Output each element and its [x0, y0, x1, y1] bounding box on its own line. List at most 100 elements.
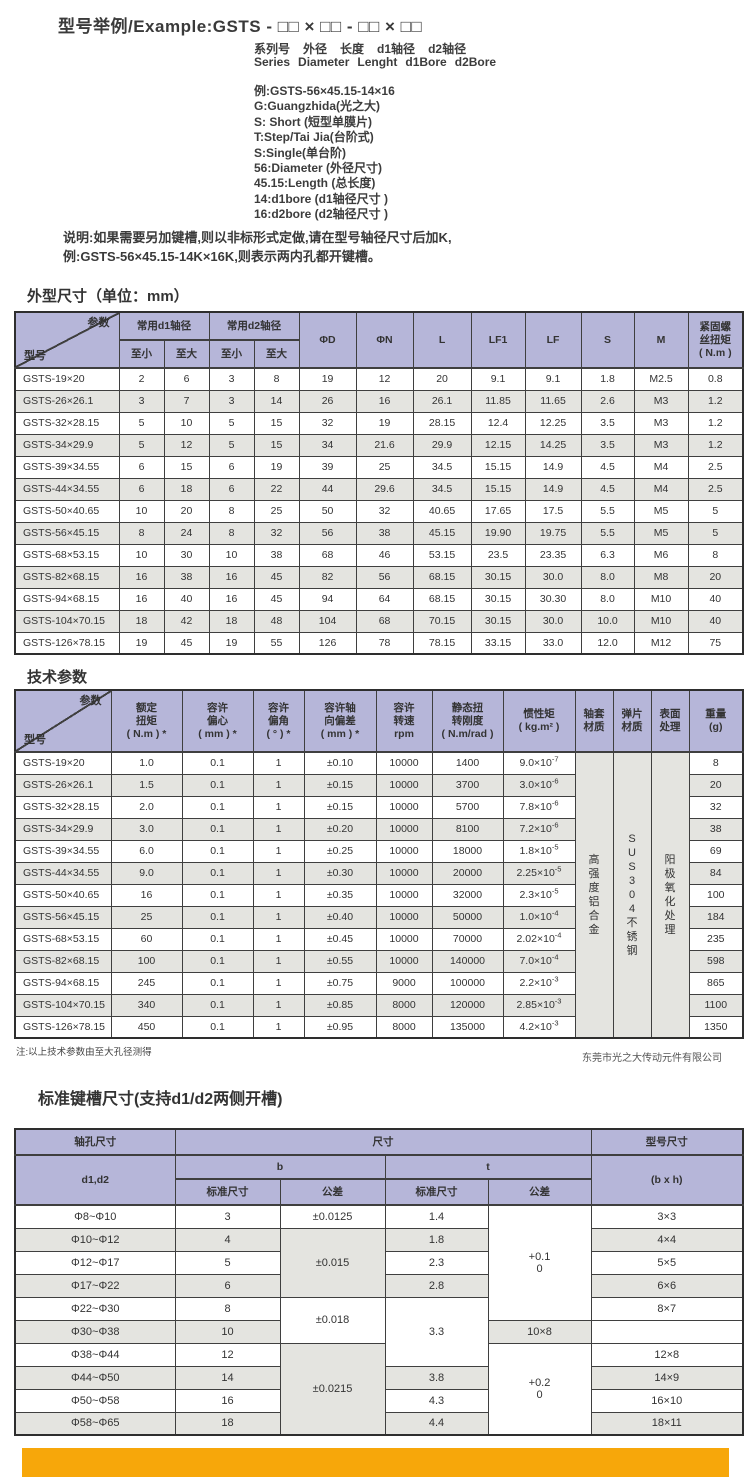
remark-line-1: 说明:如果需要另加键槽,则以非标形式定做,请在型号轴径尺寸后加K, — [63, 230, 452, 245]
inertia-cell: 2.25×10-5 — [502, 861, 576, 885]
value-cell: 2.5 — [687, 455, 744, 479]
keyway-remark: 说明:如果需要另加键槽,则以非标形式定做,请在型号轴径尺寸后加K, 例:GSTS… — [63, 228, 452, 266]
label-d2bore-cn: d2轴径 — [428, 42, 467, 56]
model-cell: GSTS-26×26.1 — [14, 389, 120, 413]
model-notes-list: 例:GSTS-56×45.15-14×16 G:Guangzhida(光之大) S:… — [254, 84, 395, 223]
bxh-cell: 12×8 — [590, 1342, 744, 1367]
rated-torque-cell: 1.5 — [110, 773, 183, 797]
angular-header: 容许 偏角( ° ) * — [252, 689, 305, 753]
angular-cell: 1 — [252, 927, 305, 951]
weight-cell: 32 — [688, 795, 744, 819]
weight-cell: 598 — [688, 949, 744, 973]
eccentricity-cell: 0.1 — [181, 949, 254, 973]
col-header-LF1: LF1 — [470, 311, 526, 369]
eccentricity-cell: 0.1 — [181, 993, 254, 1017]
value-cell: 9.1 — [470, 367, 526, 391]
value-cell: 10 — [208, 543, 255, 567]
bxh-cell: 6×6 — [590, 1273, 744, 1298]
keyway-table-row: Φ58~Φ65 18 4.4 18×11 — [14, 1411, 744, 1436]
value-cell: 78 — [355, 631, 414, 655]
keyway-table-row: Φ17~Φ22 6 2.8 6×6 — [14, 1273, 744, 1298]
value-cell: M3 — [633, 411, 689, 435]
value-cell: 6 — [208, 455, 255, 479]
value-cell: 70.15 — [412, 609, 472, 633]
value-cell: 78.15 — [412, 631, 472, 655]
bore-range-cell: Φ38~Φ44 — [14, 1342, 176, 1367]
angular-cell: 1 — [252, 751, 305, 775]
axial-deviation-cell: ±0.40 — [303, 905, 377, 929]
dims-table-row: GSTS-126×78.15 19 45 19 55 126 78 78.15 33.15 33.… — [14, 631, 744, 655]
model-cell: GSTS-44×34.55 — [14, 861, 112, 885]
value-cell: 1.8 — [580, 367, 635, 391]
value-cell: 30.15 — [470, 565, 526, 589]
value-cell: 38 — [253, 543, 300, 567]
b-standard-header: 标准尺寸 — [174, 1178, 281, 1206]
keyway-table-row: Φ12~Φ17 5 2.3 5×5 — [14, 1250, 744, 1275]
col-header-phiN: ΦN — [355, 311, 414, 369]
value-cell: 16 — [355, 389, 414, 413]
value-cell: M6 — [633, 543, 689, 567]
dimensions-table: 参数 型号 常用d1轴径 常用d2轴径 ΦD ΦN L LF1 LF S M 紧… — [14, 311, 745, 655]
t-standard-cell: 4.3 — [384, 1388, 489, 1413]
value-cell: M2.5 — [633, 367, 689, 391]
t-standard-header: 标准尺寸 — [384, 1178, 489, 1206]
value-cell: 12.4 — [470, 411, 526, 435]
angular-cell: 1 — [252, 795, 305, 819]
b-standard-cell: 18 — [174, 1411, 281, 1436]
dims-table-row: GSTS-34×29.9 5 12 5 15 34 21.6 29.9 12.15 14.25 3.… — [14, 433, 744, 457]
screw-torque-header: 紧固螺 丝扭矩( N.m ) — [687, 311, 744, 369]
tech-table-row: GSTS-104×70.15 340 0.1 1 ±0.85 8000 120000 2.85… — [14, 993, 744, 1017]
value-cell: 34.5 — [412, 477, 472, 501]
value-cell: 18 — [163, 477, 210, 501]
bore-range-cell: Φ44~Φ50 — [14, 1365, 176, 1390]
value-cell: 15.15 — [470, 455, 526, 479]
d2-max-header: 至大 — [253, 339, 300, 369]
value-cell: 5 — [208, 433, 255, 457]
disc-material-header: 弹片 材质 — [612, 689, 652, 753]
value-cell: 30.0 — [524, 565, 582, 589]
max-rpm-cell: 10000 — [375, 839, 433, 863]
model-size-header: 型号尺寸 — [590, 1128, 744, 1156]
value-cell: 17.65 — [470, 499, 526, 523]
value-cell: 14.25 — [524, 433, 582, 457]
value-cell: 32 — [298, 411, 357, 435]
value-cell: 75 — [687, 631, 744, 655]
tech-table-row: GSTS-32×28.15 2.0 0.1 1 ±0.15 10000 5700 7.8×10… — [14, 795, 744, 819]
stiffness-cell: 120000 — [431, 993, 504, 1017]
bore-range-cell: Φ10~Φ12 — [14, 1227, 176, 1252]
keyway-table: 轴孔尺寸 尺寸 型号尺寸 d1,d2 b t (b x h) 标准尺寸 公差 标… — [14, 1128, 744, 1436]
value-cell: M12 — [633, 631, 689, 655]
dims-table-row: GSTS-19×20 2 6 3 8 19 12 20 9.1 9.1 1.8 M2.5 0.8 — [14, 367, 744, 391]
value-cell: 33.0 — [524, 631, 582, 655]
axial-deviation-cell: ±0.20 — [303, 817, 377, 841]
col-header-L: L — [412, 311, 472, 369]
value-cell: 38 — [163, 565, 210, 589]
t-standard-cell: 2.8 — [384, 1273, 489, 1298]
eccentricity-cell: 0.1 — [181, 795, 254, 819]
bore-range-cell: Φ50~Φ58 — [14, 1388, 176, 1413]
value-cell: 29.6 — [355, 477, 414, 501]
value-cell: 30.15 — [470, 587, 526, 611]
value-cell: 30.0 — [524, 609, 582, 633]
model-cell: GSTS-34×29.9 — [14, 817, 112, 841]
tech-table-row: GSTS-94×68.15 245 0.1 1 ±0.75 9000 100000 2.2×1… — [14, 971, 744, 995]
model-cell: GSTS-126×78.15 — [14, 1015, 112, 1039]
model-cell: GSTS-32×28.15 — [14, 411, 120, 435]
max-rpm-cell: 9000 — [375, 971, 433, 995]
size-group-header: 尺寸 — [174, 1128, 592, 1156]
b-standard-cell: 14 — [174, 1365, 281, 1390]
eccentricity-cell: 0.1 — [181, 817, 254, 841]
value-cell: 1.2 — [687, 433, 744, 457]
corner-model-label: 型号 — [24, 734, 46, 746]
bore-range-cell: Φ58~Φ65 — [14, 1411, 176, 1436]
value-cell: 30.15 — [470, 609, 526, 633]
label-d2bore-en: d2Bore — [454, 55, 497, 69]
b-standard-cell: 16 — [174, 1388, 281, 1413]
value-cell: 40 — [687, 609, 744, 633]
rated-torque-cell: 340 — [110, 993, 183, 1017]
b-group-header: b — [174, 1154, 386, 1180]
value-cell: M4 — [633, 477, 689, 501]
eccentricity-cell: 0.1 — [181, 883, 254, 907]
t-standard-cell: 3.3 — [384, 1296, 489, 1367]
value-cell: 8 — [687, 543, 744, 567]
